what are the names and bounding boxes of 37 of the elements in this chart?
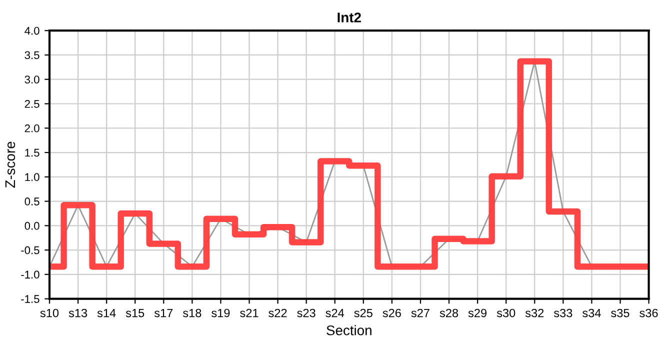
x-tick-label: s17 xyxy=(154,308,173,318)
x-tick-label: s22 xyxy=(268,308,287,318)
x-tick-label: s29 xyxy=(468,308,487,318)
x-tick-label: s32 xyxy=(525,308,544,318)
x-tick-label: s27 xyxy=(411,308,430,318)
y-tick-label: 3.5 xyxy=(24,51,40,60)
y-tick-label: -0.5 xyxy=(21,246,40,254)
x-tick-label: s10 xyxy=(40,308,59,318)
y-tick-label: -1.0 xyxy=(21,270,40,279)
y-tick-label: 3.0 xyxy=(24,76,40,84)
x-tick-label: s28 xyxy=(440,308,458,318)
y-tick-label: 0.0 xyxy=(24,222,40,230)
x-tick-label: s18 xyxy=(183,308,202,318)
x-tick-label: s24 xyxy=(326,308,344,318)
y-tick-label: 2.5 xyxy=(24,100,40,108)
y-tick-label: 2.0 xyxy=(24,124,40,132)
y-tick-label: -1.5 xyxy=(21,295,40,303)
x-tick-label: s33 xyxy=(554,308,572,318)
y-axis-title: Z-score xyxy=(5,142,16,188)
y-tick-label: 1.0 xyxy=(25,173,40,182)
x-tick-label: s30 xyxy=(496,308,516,318)
x-tick-label: s36 xyxy=(640,308,658,318)
x-tick-label: s35 xyxy=(611,308,630,318)
chart-title: Int2 xyxy=(338,12,361,22)
y-tick-label: 0.5 xyxy=(24,198,40,206)
x-axis-title: Section xyxy=(326,325,372,336)
y-tick-label: 4.0 xyxy=(24,26,40,35)
x-tick-label: s34 xyxy=(582,308,601,318)
x-tick-label: s23 xyxy=(297,308,316,318)
x-tick-label: s25 xyxy=(354,308,372,318)
x-tick-label: s13 xyxy=(68,308,88,318)
x-tick-label: s19 xyxy=(212,308,230,318)
y-tick-label: 1.5 xyxy=(25,148,40,157)
x-tick-label: s15 xyxy=(126,308,144,318)
x-tick-label: s26 xyxy=(382,308,401,318)
x-tick-label: s21 xyxy=(240,308,258,318)
x-tick-label: s14 xyxy=(97,308,116,318)
